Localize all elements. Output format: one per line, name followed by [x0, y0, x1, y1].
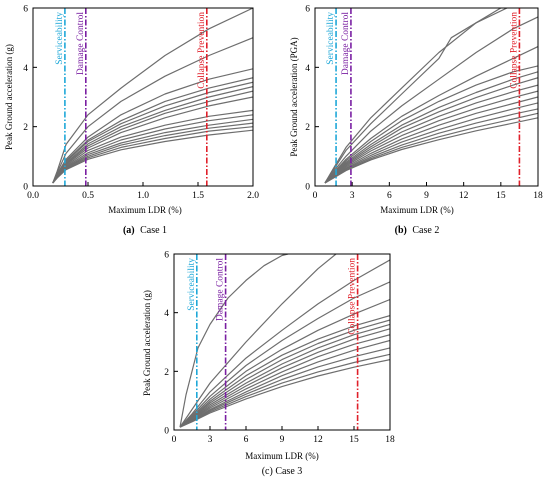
data-curve-5 [324, 65, 538, 184]
y-tick-label: 6 [23, 5, 28, 15]
data-curve-10 [179, 334, 390, 428]
data-curve-1 [179, 254, 289, 428]
x-tick-label: 3 [208, 435, 213, 445]
y-tick-label: 2 [305, 123, 310, 133]
data-curve-1 [324, 8, 508, 184]
caption-text-case-2: Case 2 [412, 225, 439, 236]
data-curve-7 [52, 90, 253, 184]
data-curve-4 [324, 46, 538, 184]
y-tick-label: 4 [305, 64, 310, 74]
x-tick-label: 3 [350, 191, 355, 201]
y-tick-label: 0 [305, 183, 310, 193]
x-tick-label: 9 [424, 191, 429, 201]
y-tick-label: 4 [164, 309, 169, 319]
limit-label-collapse-prevention: Collapse Prevention [197, 12, 207, 89]
data-curve-2 [52, 37, 253, 184]
x-axis-label-case-3: Maximum LDR (%) [245, 451, 319, 461]
x-tick-label: 18 [385, 435, 395, 445]
data-curve-6 [179, 315, 390, 428]
data-curve-10 [324, 96, 538, 184]
y-tick-label: 6 [305, 5, 310, 15]
caption-letter-case-2: (b) [395, 225, 407, 236]
x-axis-label-case-1: Maximum LDR (%) [108, 205, 182, 215]
x-tick-label: 1.5 [192, 191, 204, 201]
caption-case-1: (a) Case 1 [123, 225, 167, 236]
data-curve-3 [324, 16, 538, 184]
y-axis-label-case-1: Peak Ground acceleration (g) [4, 44, 14, 150]
y-tick-label: 2 [23, 123, 28, 133]
limit-label-serviceability: Serviceability [326, 12, 336, 65]
x-tick-label: 0 [313, 191, 318, 201]
data-curve-5 [179, 298, 390, 428]
x-tick-label: 12 [459, 191, 469, 201]
data-curve-14 [324, 117, 538, 184]
x-tick-label: 15 [349, 435, 359, 445]
x-tick-label: 6 [387, 191, 392, 201]
x-tick-label: 6 [244, 435, 249, 445]
x-tick-label: 0.5 [82, 191, 94, 201]
y-axis-label-case-2: Peak Ground acceleration (PGA) [289, 37, 299, 156]
y-tick-label: 0 [164, 427, 169, 437]
data-curve-14 [179, 359, 390, 428]
x-tick-label: 1.0 [137, 191, 149, 201]
y-axis-label-case-3: Peak Ground acceleration (g) [142, 290, 152, 396]
y-tick-label: 4 [23, 64, 28, 74]
data-curve-8 [52, 96, 253, 184]
x-tick-label: 9 [280, 435, 285, 445]
data-curve-3 [52, 68, 253, 184]
x-tick-label: 2.0 [247, 191, 259, 201]
limit-label-serviceability: Serviceability [55, 12, 65, 65]
limit-label-damage-control: Damage Control [76, 12, 86, 75]
x-axis-label-case-2: Maximum LDR (%) [380, 205, 454, 215]
limit-label-damage-control: Damage Control [341, 12, 351, 75]
data-curve-14 [52, 129, 253, 184]
y-tick-label: 6 [164, 251, 169, 261]
data-curve-3 [179, 259, 390, 428]
data-curve-9 [179, 328, 390, 428]
plot-area-case-3: Serviceability Damage Control Collapse Pre… [164, 251, 395, 446]
data-curve-9 [324, 90, 538, 184]
data-curve-7 [179, 319, 390, 428]
x-tick-label: 0 [172, 435, 177, 445]
limit-label-collapse-prevention: Collapse Prevention [509, 12, 519, 89]
caption-case-2: (b) Case 2 [395, 225, 440, 236]
data-curve-1 [52, 8, 253, 184]
y-tick-label: 0 [23, 183, 28, 193]
caption-case-3: (c) Case 3 [262, 466, 303, 477]
x-tick-label: 15 [496, 191, 506, 201]
x-tick-label: 0.0 [27, 191, 39, 201]
caption-text-case-1: Case 1 [140, 225, 167, 236]
panel-case-1: Serviceability Damage Control Collapse Pre… [4, 5, 259, 237]
panel-case-3: Serviceability Damage Control Collapse Pre… [142, 251, 395, 478]
x-tick-label: 18 [533, 191, 543, 201]
data-curve-8 [324, 84, 538, 184]
limit-label-damage-control: Damage Control [216, 258, 226, 321]
data-curve-4 [179, 281, 390, 428]
data-curve-2 [324, 8, 502, 184]
plot-area-case-2: Serviceability Damage Control Collapse Pre… [305, 5, 543, 202]
data-curve-2 [179, 254, 337, 428]
limit-label-serviceability: Serviceability [187, 258, 197, 311]
data-curve-6 [52, 86, 253, 184]
plot-area-case-1: Serviceability Damage Control Collapse Pre… [23, 5, 259, 202]
data-curve-12 [179, 347, 390, 428]
y-tick-label: 2 [164, 368, 169, 378]
panel-case-2: Serviceability Damage Control Collapse Pre… [289, 5, 543, 237]
caption-letter-case-1: (a) [123, 225, 135, 236]
limit-label-collapse-prevention: Collapse Prevention [348, 258, 358, 335]
x-tick-label: 12 [313, 435, 323, 445]
